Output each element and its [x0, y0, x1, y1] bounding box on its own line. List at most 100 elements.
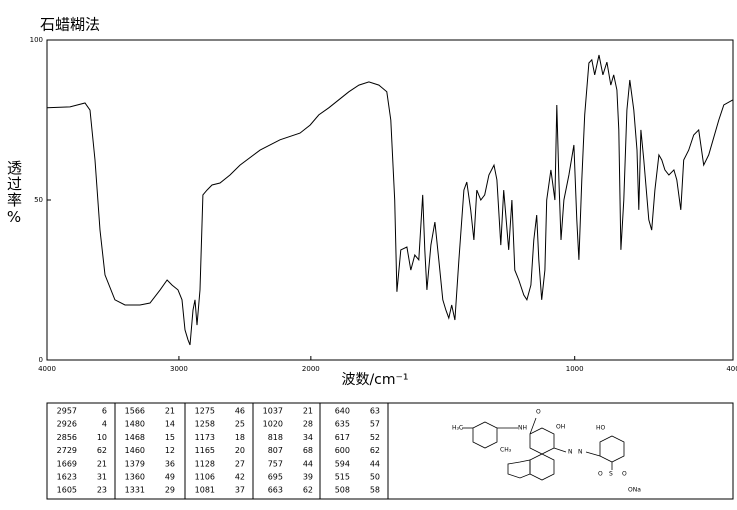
transmittance: 62 [97, 446, 107, 455]
transmittance: 6 [102, 407, 107, 416]
atom-label: O [536, 409, 541, 416]
wavenumber: 1165 [195, 446, 215, 455]
transmittance: 15 [165, 433, 175, 442]
atom-label: NH [518, 425, 527, 432]
bond [585, 451, 601, 457]
ring [529, 453, 555, 481]
transmittance: 42 [235, 473, 245, 482]
plot-frame [46, 39, 734, 361]
wavenumber: 1379 [125, 459, 145, 468]
transmittance: 25 [235, 420, 245, 429]
transmittance: 21 [303, 407, 313, 416]
transmittance: 18 [235, 433, 245, 442]
transmittance: 4 [102, 420, 107, 429]
transmittance: 46 [235, 407, 245, 416]
wavenumber: 807 [268, 446, 283, 455]
transmittance: 62 [303, 486, 313, 495]
wavenumber: 1037 [263, 407, 283, 416]
x-tick-label: 2000 [302, 365, 320, 373]
transmittance: 10 [97, 433, 107, 442]
transmittance: 34 [303, 433, 313, 442]
transmittance: 21 [165, 407, 175, 416]
transmittance: 57 [370, 420, 380, 429]
wavenumber: 2926 [57, 420, 77, 429]
transmittance: 31 [97, 473, 107, 482]
wavenumber: 600 [335, 446, 350, 455]
wavenumber: 635 [335, 420, 350, 429]
transmittance: 12 [165, 446, 175, 455]
x-tick-label: 1000 [566, 365, 584, 373]
bond [553, 447, 567, 453]
transmittance: 44 [370, 459, 380, 468]
transmittance: 20 [235, 446, 245, 455]
wavenumber: 1623 [57, 473, 77, 482]
ring [507, 459, 531, 479]
wavenumber: 1669 [57, 459, 77, 468]
wavenumber: 640 [335, 407, 350, 416]
transmittance: 36 [165, 459, 175, 468]
transmittance: 44 [303, 459, 313, 468]
transmittance: 21 [97, 459, 107, 468]
wavenumber: 617 [335, 433, 350, 442]
wavenumber: 2729 [57, 446, 77, 455]
transmittance: 52 [370, 433, 380, 442]
transmittance: 68 [303, 446, 313, 455]
transmittance: 39 [303, 473, 313, 482]
spectrum-line [46, 54, 734, 346]
wavenumber: 1480 [125, 420, 145, 429]
wavenumber: 1081 [195, 486, 215, 495]
wavenumber: 1275 [195, 407, 215, 416]
wavenumber: 818 [268, 433, 283, 442]
wavenumber: 1360 [125, 473, 145, 482]
wavenumber: 2856 [57, 433, 77, 442]
atom-label: OH [556, 424, 565, 431]
y-tick-label: 50 [34, 196, 43, 204]
transmittance: 63 [370, 407, 380, 416]
x-tick-label: 400 [726, 365, 737, 373]
atom-label: O [598, 471, 603, 478]
wavenumber: 1468 [125, 433, 145, 442]
wavenumber: 663 [268, 486, 283, 495]
y-tick-label: 0 [39, 356, 43, 364]
transmittance: 29 [165, 486, 175, 495]
transmittance: 27 [235, 459, 245, 468]
wavenumber: 695 [268, 473, 283, 482]
atom-label: N [578, 449, 583, 456]
transmittance: 49 [165, 473, 175, 482]
wavenumber: 757 [268, 459, 283, 468]
atom-label: CH₃ [500, 447, 512, 454]
ring [472, 421, 498, 449]
wavenumber: 1566 [125, 407, 145, 416]
atom-label: ONa [628, 487, 641, 494]
wavenumber: 1460 [125, 446, 145, 455]
atom-label: S [609, 471, 613, 478]
transmittance: 23 [97, 486, 107, 495]
atom-label: N [568, 449, 573, 456]
wavenumber: 2957 [57, 407, 77, 416]
transmittance: 50 [370, 473, 380, 482]
x-tick-label: 3000 [170, 365, 188, 373]
bond [529, 417, 537, 435]
ring [599, 435, 625, 463]
wavenumber: 515 [335, 473, 350, 482]
x-tick-label: 4000 [38, 365, 56, 373]
wavenumber: 1020 [263, 420, 283, 429]
wavenumber: 594 [335, 459, 350, 468]
y-axis-label: 透过率% [5, 160, 23, 227]
wavenumber: 1106 [195, 473, 215, 482]
x-axis-label: 波数/cm⁻¹ [341, 372, 408, 388]
wavenumber: 1331 [125, 486, 145, 495]
structure-labels: H₃C NH O OH CH₃ N N HO S O O ONa [452, 409, 641, 494]
transmittance: 14 [165, 420, 175, 429]
wavenumber: 1128 [195, 459, 215, 468]
table-frame [46, 402, 734, 500]
transmittance: 28 [303, 420, 313, 429]
atom-label: HO [596, 425, 606, 432]
wavenumber: 1173 [195, 433, 215, 442]
wavenumber: 508 [335, 486, 350, 495]
ring [529, 427, 555, 455]
chart-title: 石蜡糊法 [40, 16, 100, 34]
